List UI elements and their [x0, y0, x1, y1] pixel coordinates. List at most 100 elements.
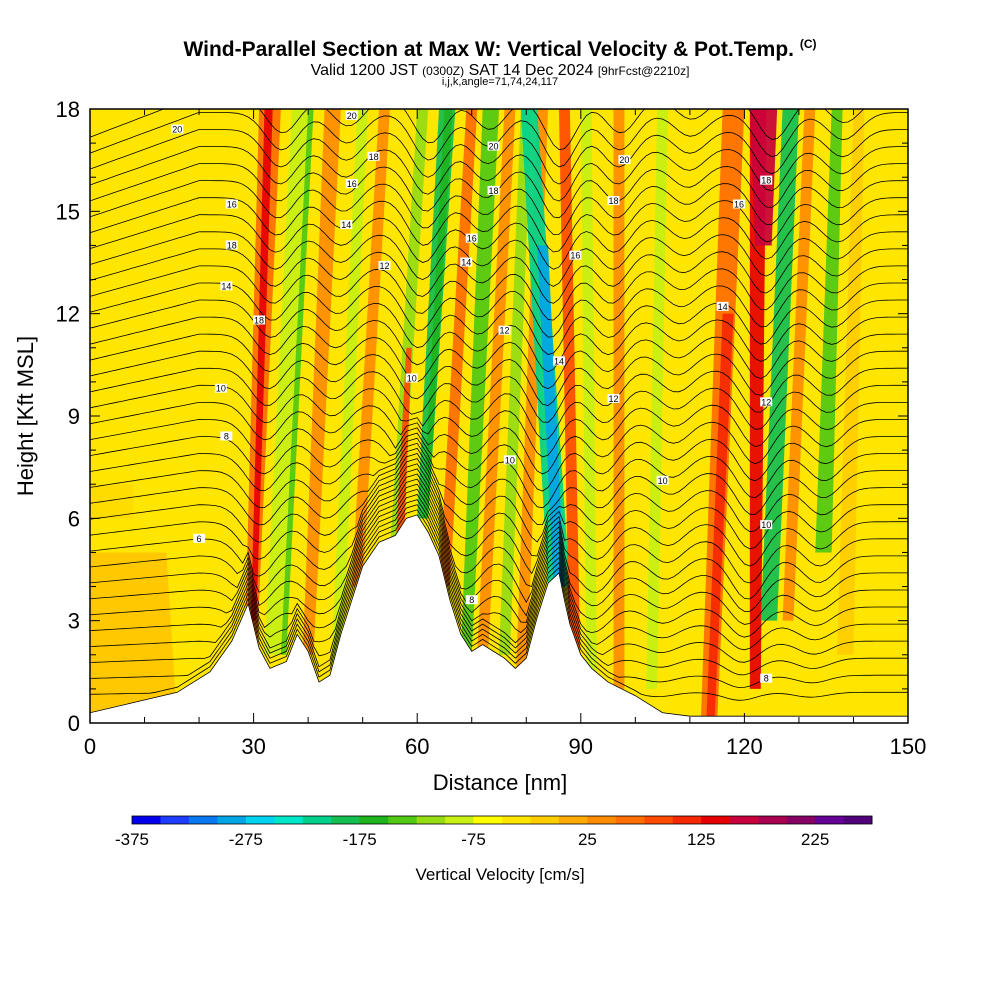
contour-label-bg [378, 260, 391, 270]
contour-label: 10 [658, 476, 668, 486]
y-tick-label: 12 [56, 302, 80, 327]
contour-label-bg [345, 110, 358, 120]
x-tick-label: 150 [890, 734, 927, 759]
pot-temp-contour [90, 447, 908, 543]
contour-label: 12 [761, 397, 771, 407]
pot-temp-contour [90, 112, 908, 168]
colorbar-label: Vertical Velocity [cm/s] [415, 865, 584, 884]
contour-label: 16 [467, 234, 477, 244]
velocity-band [264, 109, 314, 655]
contour-label: 20 [347, 111, 357, 121]
y-tick-label: 15 [56, 199, 80, 224]
colorbar-swatch [331, 816, 361, 824]
velocity-band [760, 109, 799, 621]
contour-label-bg [220, 281, 233, 291]
velocity-band [815, 109, 843, 553]
colorbar-swatch [701, 816, 731, 824]
colorbar-swatch [359, 816, 389, 824]
colorbar-swatch [388, 816, 418, 824]
colorbar-tick-label: -175 [343, 830, 377, 849]
section-indices: i,j,k,angle=71,74,24,117 [441, 76, 559, 88]
contour-label: 18 [254, 315, 264, 325]
pot-temp-contour [90, 494, 908, 663]
contour-label-bg [498, 325, 511, 335]
plot-area: 20 16 18 14 18 10 8 6 20 18 16 14 12 10 20 18 16 14 12 10 8 1… [90, 109, 908, 723]
colorbar-swatch [416, 816, 446, 824]
contour-label: 18 [369, 152, 379, 162]
pot-temp-contour [90, 214, 908, 270]
contour-label-bg [503, 455, 516, 465]
pot-temp-contour [90, 509, 908, 701]
pot-temp-contour [90, 478, 908, 625]
colorbar-swatch [672, 816, 702, 824]
pot-temp-contour [90, 473, 908, 617]
colorbar-tick-label: 225 [801, 830, 829, 849]
colorbar-swatch [473, 816, 503, 824]
y-tick-label: 0 [68, 711, 80, 736]
contour-label: 14 [341, 220, 351, 230]
contour-label: 6 [197, 534, 202, 544]
contour-label: 14 [718, 302, 728, 312]
y-tick-label: 6 [68, 506, 80, 531]
contour-label: 12 [499, 326, 509, 336]
pot-temp-contour [90, 146, 908, 202]
contour-label-bg [487, 141, 500, 151]
y-tick-label: 3 [68, 609, 80, 634]
colorbar: -375 -275 -175 -75 25 125 225 [115, 815, 873, 849]
pot-temp-contour [90, 231, 908, 287]
colorbar-swatch [245, 816, 275, 824]
contour-label: 16 [347, 179, 357, 189]
colorbar-frame [131, 815, 873, 825]
pot-temp-contour [90, 265, 908, 321]
colorbar-tick-label: -275 [229, 830, 263, 849]
contour-label-bg [760, 520, 773, 530]
pot-temp-contour [90, 463, 908, 588]
colorbar-swatch [587, 816, 617, 824]
contour-label: 12 [609, 394, 619, 404]
valid-time: Valid 1200 JST [310, 62, 418, 79]
colorbar-tick-label: -75 [461, 830, 486, 849]
pot-temp-contour [90, 248, 908, 304]
pot-temp-contour [90, 299, 908, 355]
contour-label: 16 [227, 200, 237, 210]
contour-label: 12 [379, 261, 389, 271]
contour-label: 14 [221, 281, 231, 291]
contour-label-bg [760, 397, 773, 407]
contour-label: 18 [489, 186, 499, 196]
velocity-band [250, 109, 273, 621]
x-tick-label: 120 [726, 734, 763, 759]
contour-label: 16 [734, 200, 744, 210]
contour-label-bg [552, 356, 565, 366]
colorbar-swatch [843, 816, 873, 824]
pot-temp-contour [90, 367, 908, 423]
colorbar-swatch [758, 816, 788, 824]
colorbar-swatch [445, 816, 475, 824]
contour-label: 10 [216, 384, 226, 394]
x-axis-label: Distance [nm] [433, 770, 568, 795]
velocity-band [439, 109, 478, 587]
colorbar-swatch [132, 816, 161, 824]
y-axis-label: Height [Kft MSL] [13, 336, 38, 496]
contour-label-bg [340, 219, 353, 229]
contour-label-bg [760, 673, 773, 683]
contour-label: 16 [570, 251, 580, 261]
velocity-band [558, 109, 581, 689]
contour-label: 20 [172, 124, 182, 134]
velocity-band [351, 109, 390, 587]
chart-title-text: Wind-Parallel Section at Max W: Vertical… [183, 38, 794, 61]
contour-label-bg [345, 179, 358, 189]
velocity-band [837, 109, 865, 655]
contour-label: 8 [224, 431, 229, 441]
contour-label-bg [193, 533, 206, 543]
contour-label-bg [760, 175, 773, 185]
colorbar-swatch [188, 816, 218, 824]
pot-temp-contour [90, 458, 908, 575]
pot-temp-contour [90, 453, 908, 557]
colorbar-tick-label: 125 [687, 830, 715, 849]
contour-label-bg [465, 233, 478, 243]
velocity-band [706, 313, 734, 723]
velocity-band [90, 484, 134, 519]
velocity-band [499, 109, 532, 655]
contour-label-bg [405, 373, 418, 383]
velocity-band [90, 552, 178, 723]
